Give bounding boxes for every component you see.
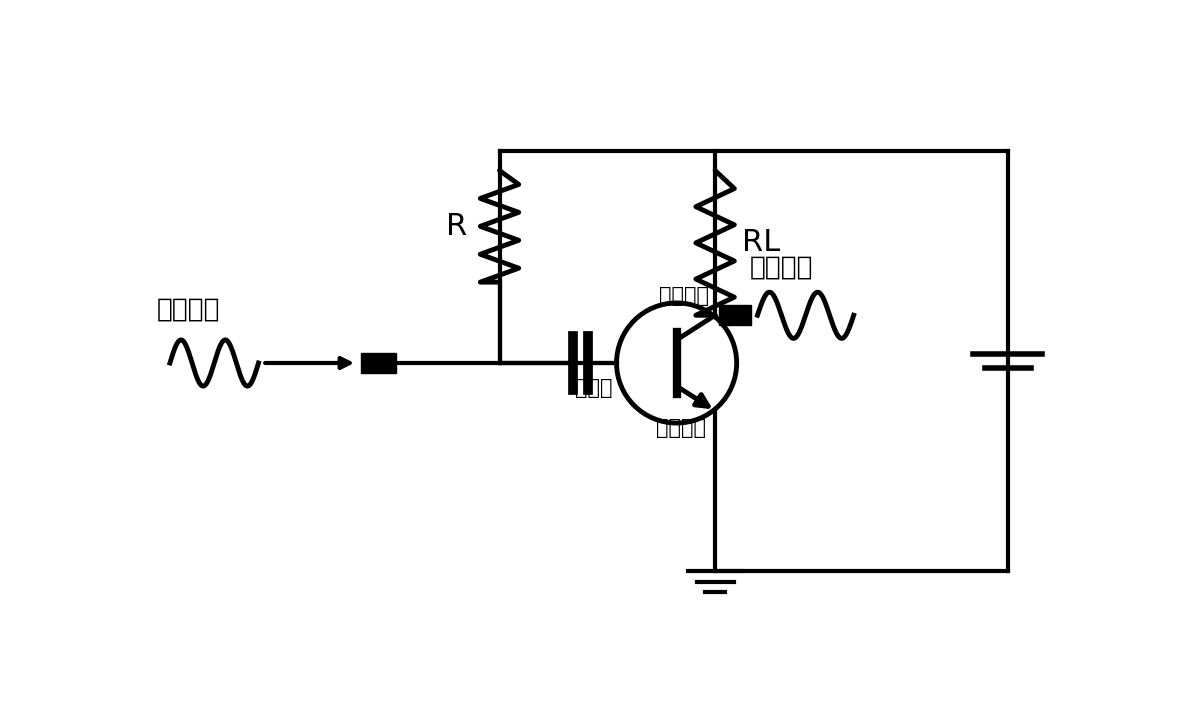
- FancyBboxPatch shape: [361, 353, 396, 373]
- Text: 出力信号: 出力信号: [750, 255, 814, 280]
- Text: エミッタ: エミッタ: [656, 418, 706, 438]
- Text: RL: RL: [742, 228, 780, 257]
- Text: 入力信号: 入力信号: [157, 297, 221, 323]
- Text: ベース: ベース: [575, 378, 613, 398]
- Text: R: R: [446, 212, 467, 241]
- FancyBboxPatch shape: [719, 305, 751, 325]
- Text: コレクタ: コレクタ: [659, 286, 709, 306]
